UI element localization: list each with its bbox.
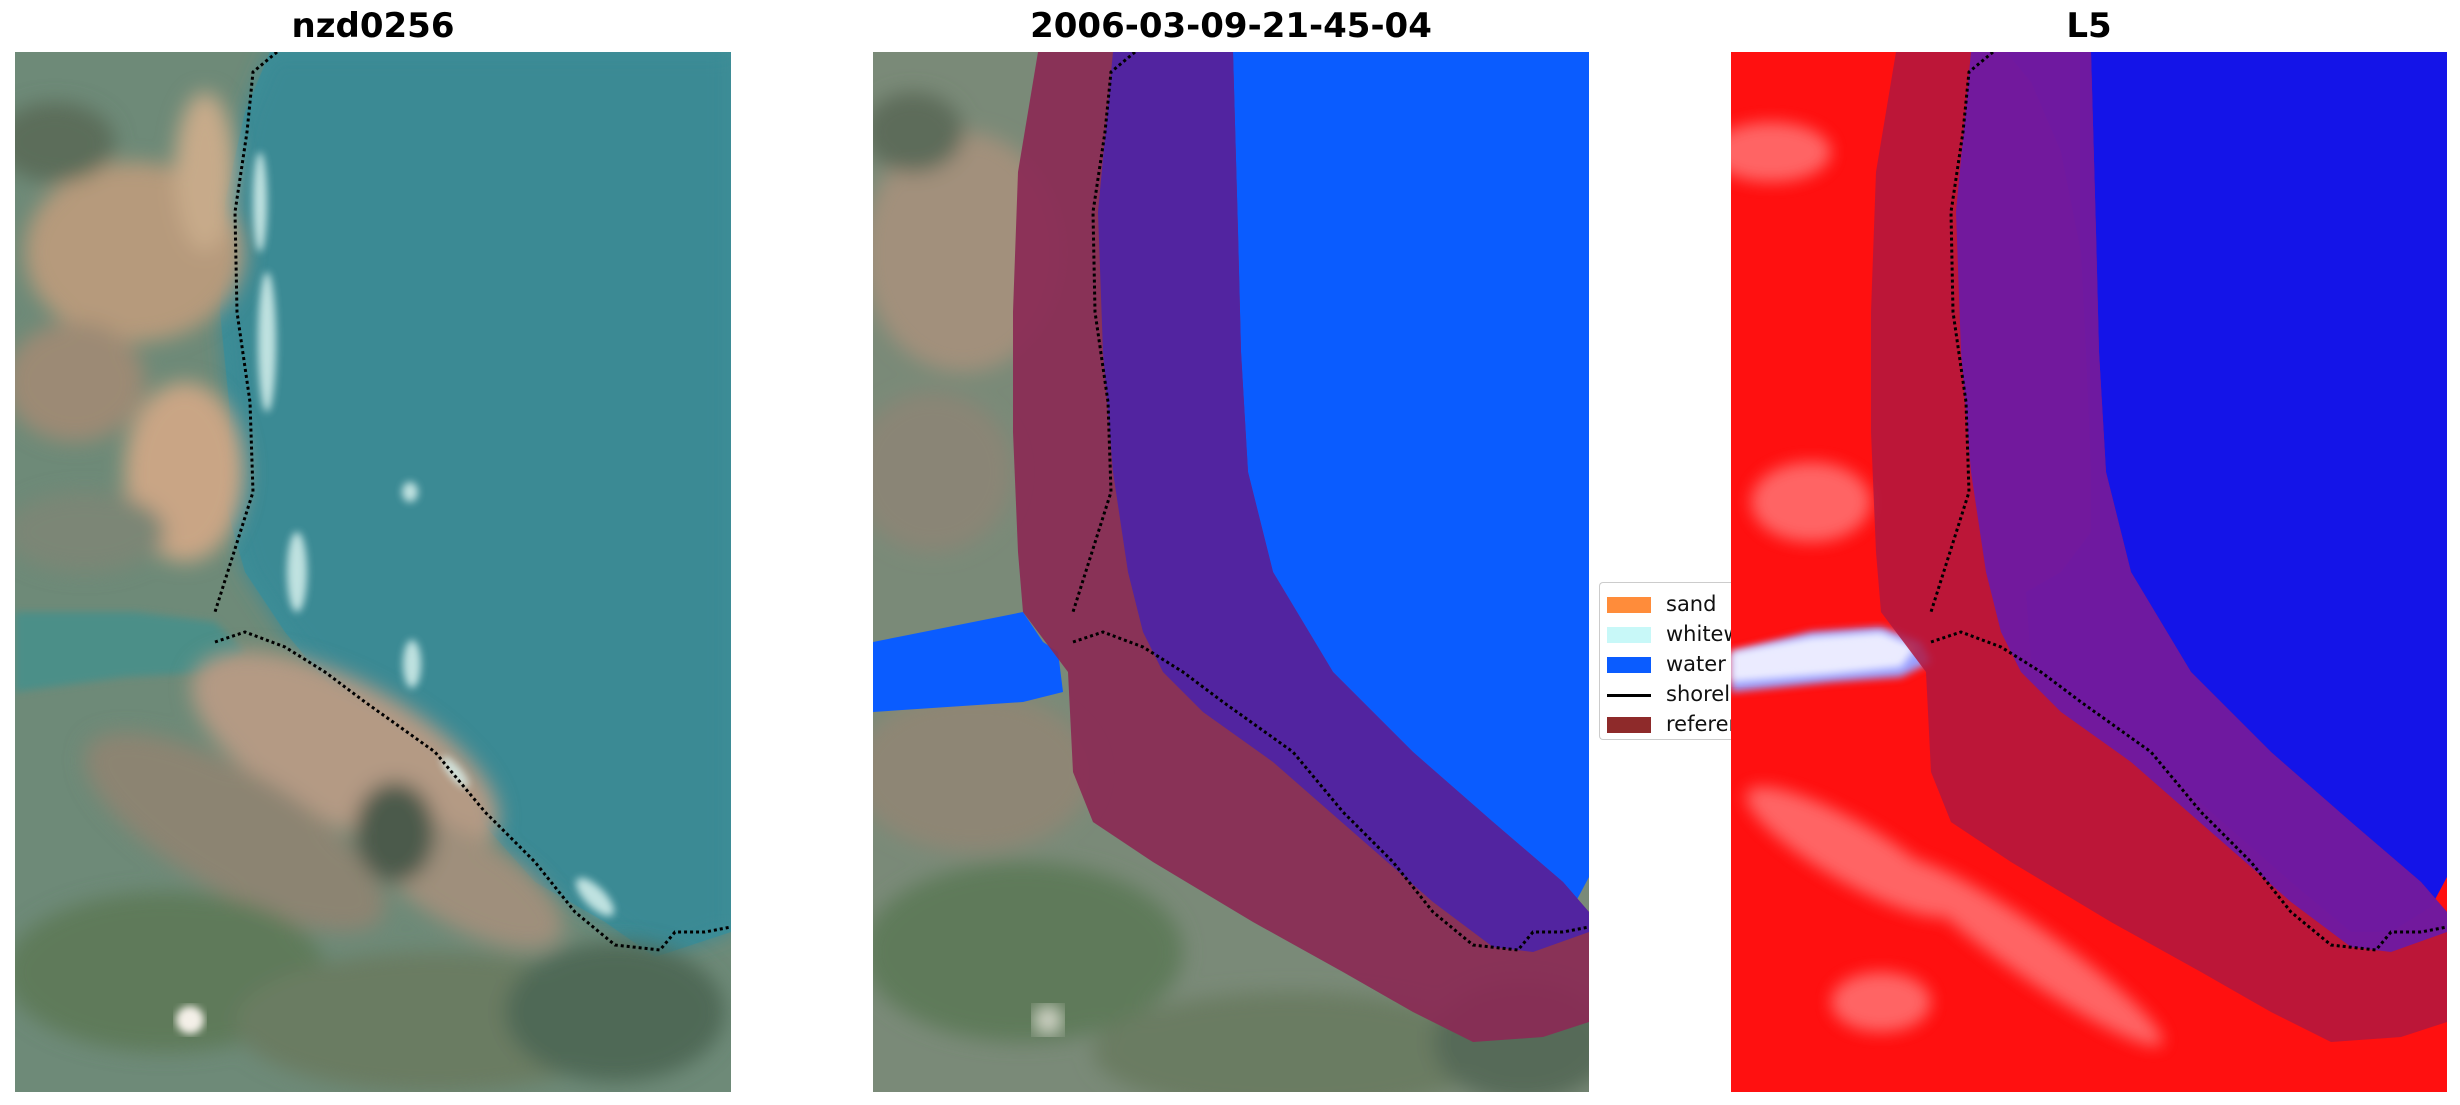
satellite-rgb-image xyxy=(15,52,731,1092)
legend-label: sand xyxy=(1666,592,1717,616)
legend-item-reference-buffer: reference shoreline buffer xyxy=(1600,709,1731,739)
legend-label: reference shoreline buffer xyxy=(1666,712,1731,736)
legend-line xyxy=(1607,694,1651,697)
shoreline-path xyxy=(1071,52,1589,952)
shoreline-path xyxy=(213,52,731,952)
panel-title-date: 2006-03-09-21-45-04 xyxy=(1030,6,1432,46)
legend-item-shoreline: shoreline xyxy=(1600,679,1731,709)
legend-swatch xyxy=(1607,597,1651,613)
classified-image xyxy=(873,52,1589,1092)
legend-swatch xyxy=(1607,657,1651,673)
legend-swatch xyxy=(1607,717,1651,733)
shoreline-path xyxy=(1929,52,2447,952)
legend-label: shoreline xyxy=(1666,682,1731,706)
index-image xyxy=(1731,52,2447,1092)
legend-swatch xyxy=(1607,627,1651,643)
legend-item-water: water xyxy=(1600,649,1731,679)
panel-title-image: nzd0256 xyxy=(291,6,455,46)
panel-title-index: L5 xyxy=(2066,6,2112,46)
legend-item-sand: sand xyxy=(1600,589,1731,619)
legend-label: water xyxy=(1666,652,1726,676)
